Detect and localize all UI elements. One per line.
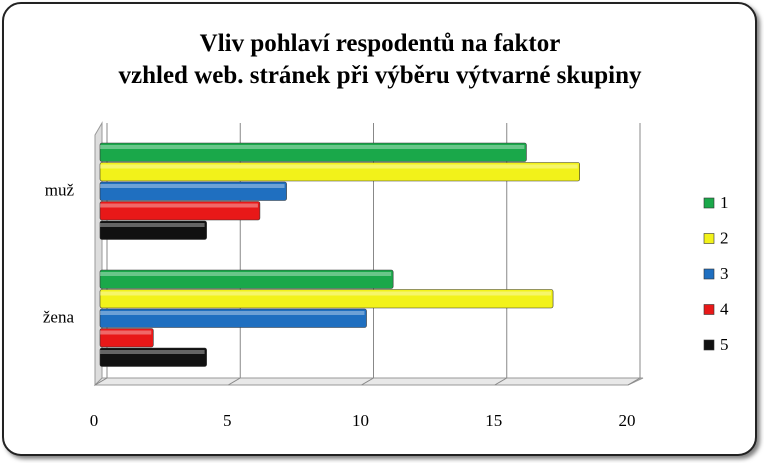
grid-line-floor xyxy=(494,377,508,386)
x-tick-label: 15 xyxy=(485,411,502,430)
legend-label: 3 xyxy=(720,264,729,283)
bar xyxy=(99,328,154,348)
bar-shine xyxy=(100,350,205,354)
bar xyxy=(99,142,527,162)
bar xyxy=(99,347,207,367)
legend-marker xyxy=(703,233,715,244)
bar xyxy=(99,289,554,309)
bar-shine xyxy=(100,330,152,335)
bar-shine xyxy=(100,145,525,149)
bar-shine xyxy=(100,184,285,188)
x-tick-label: 10 xyxy=(352,411,369,430)
y-tick-label: muž xyxy=(45,181,75,200)
legend-label: 1 xyxy=(720,193,729,212)
grid-line-floor xyxy=(361,377,374,386)
legend-marker xyxy=(703,268,715,280)
legend-label: 4 xyxy=(720,299,729,318)
bar xyxy=(99,201,261,221)
bar xyxy=(99,220,207,240)
bar xyxy=(99,308,367,328)
grid-line-floor xyxy=(627,377,641,386)
bar xyxy=(99,181,287,201)
legend-marker xyxy=(703,339,715,351)
bar xyxy=(99,162,581,182)
legend-label: 5 xyxy=(720,335,729,354)
chart-frame xyxy=(2,2,757,456)
legend-marker xyxy=(703,304,715,315)
x-tick-label: 5 xyxy=(223,411,232,430)
bar-shine xyxy=(100,272,392,276)
bar-shine xyxy=(100,223,205,227)
bar-shine xyxy=(100,291,552,296)
chart-title: Vliv pohlaví respodentů na faktor vzhled … xyxy=(119,30,642,89)
grid-line-floor xyxy=(94,377,108,386)
grid-line-floor xyxy=(227,377,241,386)
bar-shine xyxy=(100,203,258,208)
floor xyxy=(93,377,644,386)
bar-shine xyxy=(100,164,578,169)
legend-label: 2 xyxy=(720,228,729,247)
bar xyxy=(99,269,394,289)
legend-marker xyxy=(703,197,715,209)
x-tick-label: 0 xyxy=(90,411,99,430)
x-tick-label: 20 xyxy=(619,411,636,430)
y-tick-label: žena xyxy=(43,308,75,327)
bar-shine xyxy=(100,311,365,315)
